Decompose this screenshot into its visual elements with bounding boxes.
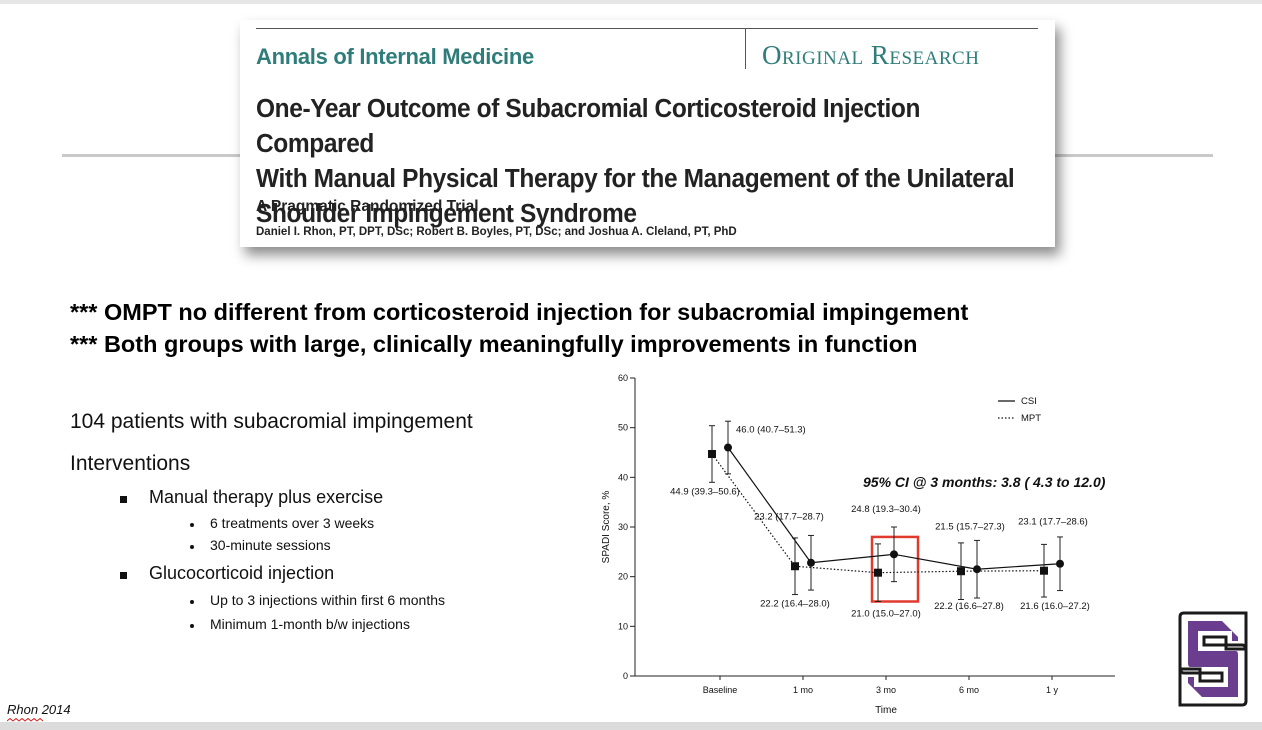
y-tick-label: 60 <box>618 373 628 383</box>
bullet-dot-icon <box>190 600 194 604</box>
data-label-csi: 21.5 (15.7–27.3) <box>935 521 1005 532</box>
data-point-mpt <box>708 449 716 458</box>
detail-text: 30-minute sessions <box>210 537 331 553</box>
article-title-line: With Manual Physical Therapy for the Man… <box>256 165 1015 193</box>
x-tick-label: 1 y <box>1046 685 1059 695</box>
key-points: *** OMPT no different from corticosteroi… <box>70 296 968 360</box>
data-point-mpt <box>1040 566 1048 575</box>
y-tick-label: 20 <box>618 572 628 582</box>
article-title-line: One-Year Outcome of Subacromial Corticos… <box>256 95 921 158</box>
x-tick-label: 1 mo <box>793 685 813 695</box>
data-label-csi: 23.1 (17.7–28.6) <box>1018 517 1088 528</box>
key-point: *** OMPT no different from corticosteroi… <box>70 299 969 325</box>
detail-text: Minimum 1-month b/w injections <box>210 616 410 632</box>
intervention-label: Glucocorticoid injection <box>149 563 335 583</box>
y-tick-label: 40 <box>618 472 628 482</box>
bullet-square-icon <box>120 572 127 579</box>
article-title-line: Shoulder Impingement Syndrome <box>256 200 637 228</box>
journal-divider <box>745 29 746 69</box>
intervention-label: Manual therapy plus exercise <box>149 487 384 507</box>
article-authors: Daniel I. Rhon, PT, DPT, DSc; Robert B. … <box>256 226 737 238</box>
university-s-logo-icon <box>1178 611 1248 707</box>
y-tick-label: 10 <box>618 621 628 631</box>
data-point-mpt <box>874 568 882 577</box>
series-line-mpt <box>711 453 1045 574</box>
data-label-mpt: 22.2 (16.4–28.0) <box>760 598 830 609</box>
data-label-csi: 24.8 (19.3–30.4) <box>851 504 921 515</box>
legend-label-csi: CSI <box>1021 396 1037 407</box>
bottom-bar <box>0 722 1262 730</box>
x-tick-label: Baseline <box>703 685 738 695</box>
article-title: One-Year Outcome of Subacromial Corticos… <box>256 92 1015 232</box>
data-point-csi <box>890 550 898 559</box>
legend-label-mpt: MPT <box>1021 413 1041 424</box>
detail-text: 6 treatments over 3 weeks <box>210 515 375 531</box>
y-tick-label: 30 <box>618 522 628 532</box>
data-point-csi <box>807 558 815 567</box>
journal-rule <box>256 28 1038 29</box>
bullet-dot-icon <box>190 545 194 549</box>
spellcheck-underline <box>7 718 44 722</box>
data-point-csi <box>724 443 732 452</box>
data-point-mpt <box>791 562 799 571</box>
citation: Rhon 2014 <box>7 702 71 717</box>
interventions-heading: Interventions <box>70 452 191 475</box>
x-tick-label: 3 mo <box>876 685 896 695</box>
article-header-card: Annals of Internal Medicine Original Res… <box>240 20 1055 247</box>
highlight-box <box>870 535 920 603</box>
top-bar <box>0 0 1262 4</box>
data-label-csi: 23.2 (17.7–28.7) <box>754 512 824 523</box>
data-label-mpt: 22.2 (16.6–27.8) <box>934 601 1004 612</box>
data-label-mpt: 21.6 (16.0–27.2) <box>1020 601 1090 612</box>
ci-annotation: 95% CI @ 3 months: 3.8 ( 4.3 to 12.0) <box>863 474 1106 490</box>
journal-name: Annals of Internal Medicine <box>256 44 534 69</box>
bullet-dot-icon <box>190 624 194 628</box>
article-subtitle: A Pragmatic Randomized Trial <box>256 198 479 215</box>
x-axis-title: Time <box>875 705 897 716</box>
detail-text: Up to 3 injections within first 6 months <box>210 592 445 608</box>
article-type: Original Research <box>762 40 980 70</box>
patients-text: 104 patients with subacromial impingemen… <box>70 410 473 433</box>
data-point-csi <box>973 565 981 574</box>
y-tick-label: 50 <box>618 423 628 433</box>
bullet-square-icon <box>120 496 127 503</box>
data-label-csi: 46.0 (40.7–51.3) <box>736 425 806 436</box>
y-axis-title: SPADI Score, % <box>601 491 612 564</box>
data-label-mpt: 21.0 (15.0–27.0) <box>851 608 921 619</box>
key-point: *** Both groups with large, clinically m… <box>70 331 918 357</box>
data-point-mpt <box>957 567 965 576</box>
y-tick-label: 0 <box>623 671 628 681</box>
data-point-csi <box>1056 559 1064 568</box>
data-label-mpt: 44.9 (39.3–50.6) <box>670 487 740 498</box>
spadi-score-chart: 0 10 20 30 40 50 60 Baseline 1 mo 3 mo 6 mo 1 y Time… <box>601 373 1115 716</box>
bullet-dot-icon <box>190 523 194 527</box>
x-tick-label: 6 mo <box>959 685 979 695</box>
